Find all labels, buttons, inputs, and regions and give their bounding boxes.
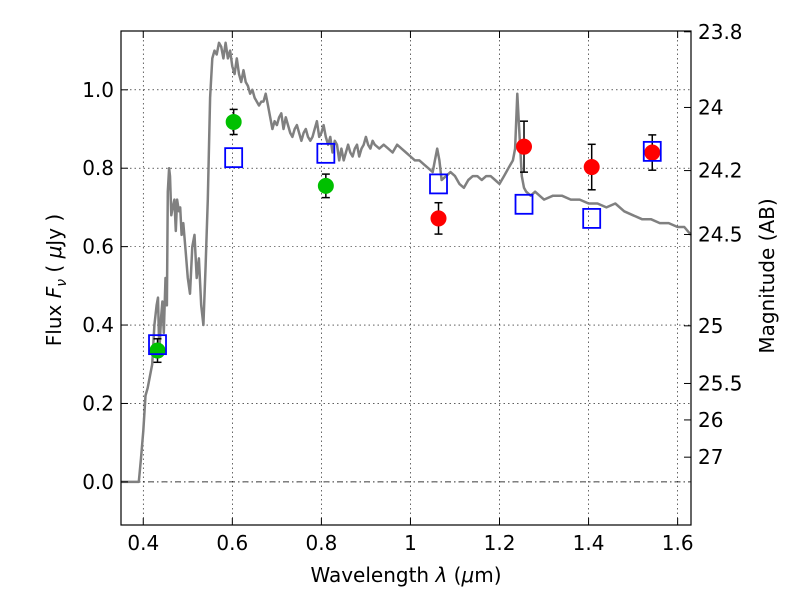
y-axis-label: Flux Fν ( μJy ) (42, 214, 70, 346)
y-axis-label-mu: μ (42, 246, 66, 260)
x-tick-label: 0.4 (127, 531, 159, 555)
y-tick-label: 0.2 (82, 391, 114, 415)
model-photometry-point (316, 142, 336, 164)
red-photometry-point (644, 144, 661, 161)
y-axis-label-prefix: Flux (42, 298, 66, 346)
axis-ticks: 0.4 0.6 0.8 1 1.2 1.4 1.6 0.0 0.2 0.4 0.6 0.8 1.0 23.… (82, 20, 742, 555)
x-tick-label: 1.2 (484, 531, 516, 555)
model-photometry-point (224, 147, 244, 169)
y-axis-label-f: F (42, 286, 66, 298)
photometry-points (148, 108, 662, 364)
mag-tick-label: 24.2 (698, 159, 743, 183)
x-axis-label-mu: μ (460, 563, 474, 587)
y-tick-label: 1.0 (82, 78, 114, 102)
mag-tick-label: 26 (698, 408, 723, 432)
mag-tick-label: 23.8 (698, 20, 743, 44)
red-photometry-point (516, 138, 533, 155)
y-tick-label: 0.0 (82, 470, 114, 494)
x-axis-label-lambda: λ (434, 563, 447, 587)
x-axis-label-unit-close: m) (474, 563, 501, 587)
red-photometry-point (583, 159, 600, 176)
model-photometry-point (582, 208, 602, 229)
mag-tick-label: 25.5 (698, 371, 743, 395)
mag-tick-label: 24 (698, 95, 723, 119)
x-tick-label: 1 (404, 531, 417, 555)
y-tick-label: 0.6 (82, 235, 114, 259)
x-tick-label: 1.4 (573, 531, 605, 555)
mag-tick-label: 24.5 (698, 222, 743, 246)
x-axis-label-unit-open: ( (447, 563, 461, 587)
x-axis-label-prefix: Wavelength (310, 563, 435, 587)
x-tick-label: 0.6 (216, 531, 248, 555)
mag-tick-label: 25 (698, 314, 723, 338)
red-photometry-point (430, 210, 447, 227)
green-photometry-point (317, 177, 334, 194)
y-tick-label: 0.8 (82, 156, 114, 180)
green-photometry-point (225, 113, 242, 130)
y-axis-label-unit-open: ( (42, 258, 66, 279)
model-photometry-point (642, 140, 662, 162)
model-photometry-point (429, 173, 448, 195)
model-photometry-point (148, 334, 167, 356)
plot-frame (120, 30, 692, 526)
y-axis-label-unit-close: Jy ) (42, 214, 66, 248)
y-tick-label: 0.4 (82, 313, 114, 337)
x-tick-label: 0.8 (305, 531, 337, 555)
y-axis-label-nu: ν (54, 279, 70, 287)
x-axis-label: Wavelength λ (μm) (310, 563, 501, 587)
grid (121, 31, 691, 525)
green-photometry-point (149, 342, 166, 359)
model-spectrum-line (121, 41, 692, 484)
model-spectrum (121, 41, 692, 484)
model-photometry-point (514, 193, 534, 215)
x-tick-label: 1.6 (662, 531, 694, 555)
y2-axis-label: Magnitude (AB) (755, 198, 779, 353)
mag-tick-label: 27 (698, 445, 723, 469)
